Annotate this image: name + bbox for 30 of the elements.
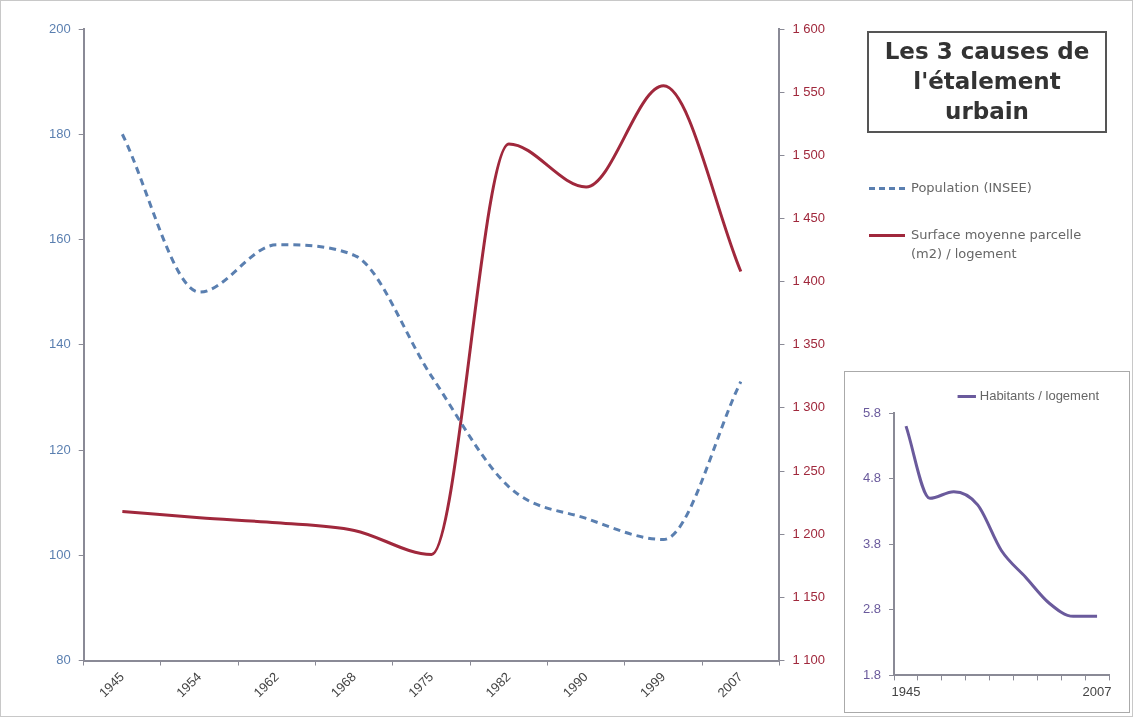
y2-tick-label: 1 550: [792, 83, 826, 99]
y-tick-label: 4.8: [862, 470, 882, 486]
y-tick-label: 80: [56, 652, 71, 668]
y2-tick-label: 1 200: [792, 525, 826, 541]
x-tick-label: 1945: [891, 683, 921, 699]
y-tick-label: 120: [48, 441, 71, 457]
y-tick-label: 100: [48, 546, 71, 562]
legend-label: Surface moyenne parcelle (m2) / logement: [911, 225, 1083, 263]
x-tick-label: 2007: [1082, 683, 1112, 699]
chart-title: Les 3 causes de l'étalement urbain: [867, 31, 1107, 133]
y2-tick-label: 1 400: [792, 273, 826, 289]
y-tick-label: 5.8: [862, 404, 882, 420]
y-tick-label: 3.8: [862, 535, 882, 551]
y2-tick-label: 1 500: [792, 146, 826, 162]
line-series: [904, 424, 1099, 618]
legend-label: Population (INSEE): [911, 179, 1033, 197]
y2-tick-label: 1 600: [792, 20, 826, 36]
y2-tick-label: 1 150: [792, 588, 826, 604]
y-tick-label: 1.8: [862, 666, 882, 682]
y-tick-label: 200: [48, 20, 71, 36]
y-tick-label: 180: [48, 125, 71, 141]
y2-tick-label: 1 100: [792, 652, 826, 668]
y2-tick-label: 1 450: [792, 210, 826, 226]
legend-label: Habitants / logement: [979, 388, 1100, 404]
y-tick-label: 160: [48, 231, 71, 247]
y-tick-label: 140: [48, 336, 71, 352]
y2-tick-label: 1 350: [792, 336, 826, 352]
y-tick-label: 2.8: [862, 601, 882, 617]
y2-tick-label: 1 250: [792, 462, 826, 478]
y2-tick-label: 1 300: [792, 399, 826, 415]
